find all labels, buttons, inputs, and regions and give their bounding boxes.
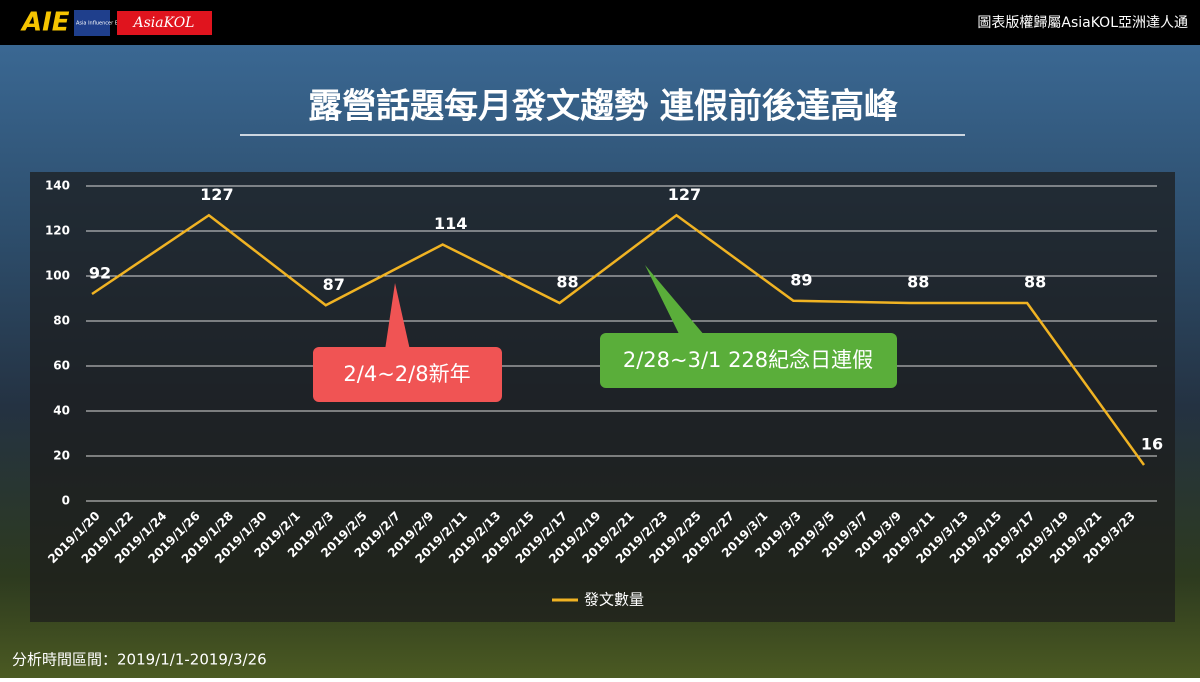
data-label: 16 bbox=[1141, 435, 1163, 454]
data-label: 127 bbox=[668, 185, 701, 204]
logo-box bbox=[74, 10, 110, 36]
y-tick-label: 140 bbox=[45, 179, 70, 193]
legend-label: 發文數量 bbox=[584, 591, 644, 609]
y-tick-label: 120 bbox=[45, 224, 70, 238]
footer: 分析時間區間：2019/1/1-2019/3/26 bbox=[12, 651, 267, 669]
data-label: 88 bbox=[907, 273, 929, 292]
y-tick-label: 20 bbox=[53, 449, 70, 463]
data-label: 89 bbox=[790, 270, 812, 289]
data-label: 88 bbox=[556, 273, 578, 292]
data-label: 114 bbox=[434, 214, 467, 233]
annotation: 2/4~2/8新年 bbox=[343, 362, 470, 386]
callout-pointer bbox=[385, 283, 410, 350]
data-label: 88 bbox=[1024, 273, 1046, 292]
data-label: 127 bbox=[200, 185, 233, 204]
logo: AIE bbox=[20, 8, 70, 38]
annotation: 2/28~3/1 228紀念日連假 bbox=[623, 348, 873, 372]
brand-box bbox=[117, 11, 212, 35]
y-tick-label: 0 bbox=[62, 494, 70, 508]
chart-title: 露營話題每月發文趨勢 連假前後達高峰 bbox=[308, 87, 898, 127]
callout-box bbox=[313, 347, 502, 402]
brand: AsiaKOL bbox=[132, 15, 195, 31]
chart-panel bbox=[30, 172, 1175, 622]
logo-sub: Asia Influencer Evaluation bbox=[76, 21, 141, 27]
y-tick-label: 80 bbox=[53, 314, 70, 328]
callout-box bbox=[600, 333, 897, 388]
data-label: 87 bbox=[323, 275, 345, 294]
copyright: 圖表版權歸屬AsiaKOL亞洲達人通 bbox=[977, 14, 1188, 31]
y-tick-label: 40 bbox=[53, 404, 70, 418]
y-tick-label: 60 bbox=[53, 359, 70, 373]
series-line bbox=[91, 213, 1146, 466]
callout-pointer bbox=[645, 265, 705, 336]
y-tick-label: 100 bbox=[45, 269, 70, 283]
data-label: 92 bbox=[89, 264, 111, 283]
